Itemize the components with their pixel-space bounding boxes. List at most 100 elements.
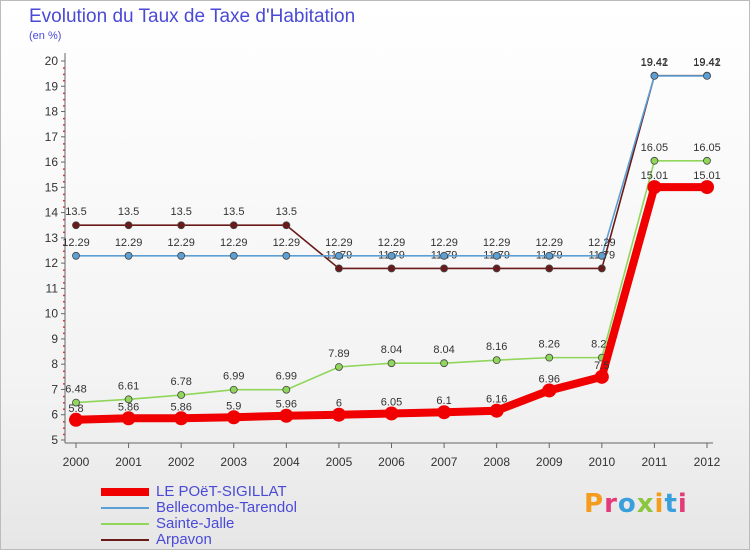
y-tick-label: 12 bbox=[45, 256, 59, 270]
y-minor-tick bbox=[63, 168, 65, 170]
legend-item: Bellecombe-Tarendol bbox=[101, 500, 297, 516]
y-minor-tick bbox=[63, 301, 65, 303]
data-point bbox=[335, 251, 343, 260]
legend-swatch bbox=[101, 488, 149, 496]
y-minor-tick bbox=[63, 326, 65, 328]
logo-letter: i bbox=[654, 489, 665, 519]
data-point bbox=[124, 395, 133, 404]
y-tick-label: 16 bbox=[45, 155, 59, 169]
data-point bbox=[124, 251, 133, 260]
x-tick-label: 2006 bbox=[378, 455, 405, 469]
y-minor-tick bbox=[63, 231, 65, 234]
data-label: 6.16 bbox=[486, 394, 507, 406]
data-label: 6.99 bbox=[223, 371, 244, 383]
data-point bbox=[72, 221, 80, 230]
x-tick-label: 2004 bbox=[273, 455, 300, 469]
data-point bbox=[387, 251, 396, 260]
data-label: 8.16 bbox=[486, 341, 507, 353]
y-minor-tick bbox=[63, 433, 65, 436]
legend-label: Bellecombe-Tarendol bbox=[156, 499, 297, 516]
data-label: 19.41 bbox=[693, 57, 721, 69]
data-point bbox=[174, 411, 189, 426]
y-minor-tick bbox=[63, 130, 65, 132]
data-label: 6.05 bbox=[381, 396, 402, 408]
legend-label: Sainte-Jalle bbox=[156, 515, 235, 532]
data-point bbox=[440, 251, 448, 260]
y-minor-tick bbox=[63, 117, 65, 120]
data-point bbox=[597, 264, 606, 273]
legend-swatch bbox=[101, 523, 149, 525]
y-minor-tick bbox=[63, 218, 65, 221]
data-label: 19.41 bbox=[641, 57, 669, 69]
data-label: 12.29 bbox=[588, 237, 616, 249]
data-point bbox=[492, 251, 501, 260]
data-point bbox=[282, 221, 291, 230]
logo-letter: x bbox=[636, 489, 655, 519]
data-point bbox=[226, 410, 241, 425]
data-label: 13.5 bbox=[118, 206, 139, 218]
data-label: 5.8 bbox=[68, 403, 83, 415]
data-point bbox=[229, 385, 238, 394]
data-label: 15.01 bbox=[641, 170, 669, 182]
data-point bbox=[387, 264, 396, 273]
y-minor-tick bbox=[63, 250, 65, 252]
data-point bbox=[282, 251, 291, 260]
data-label: 5.9 bbox=[226, 400, 241, 412]
legend-label: LE POëT-SIGILLAT bbox=[156, 483, 287, 500]
legend-label: Arpavon bbox=[156, 531, 212, 548]
x-tick-label: 2008 bbox=[483, 455, 510, 469]
data-point bbox=[545, 251, 554, 260]
data-point bbox=[440, 264, 448, 273]
y-tick-label: 15 bbox=[45, 180, 59, 194]
data-point bbox=[650, 156, 659, 165]
y-tick-label: 13 bbox=[45, 231, 59, 245]
legend-swatch bbox=[101, 539, 149, 541]
y-tick-label: 8 bbox=[51, 357, 58, 371]
x-tick-label: 2003 bbox=[220, 455, 247, 469]
data-point bbox=[229, 221, 238, 230]
logo-letter: P bbox=[584, 489, 605, 519]
data-point bbox=[124, 221, 133, 230]
y-minor-tick bbox=[63, 181, 65, 183]
x-tick-label: 2012 bbox=[694, 455, 721, 469]
data-label: 12.29 bbox=[167, 237, 195, 249]
data-point bbox=[437, 405, 452, 420]
data-point bbox=[72, 398, 80, 407]
data-point bbox=[177, 251, 186, 260]
data-point bbox=[440, 359, 448, 368]
data-point bbox=[69, 412, 83, 427]
data-label: 12.29 bbox=[325, 237, 353, 249]
data-point bbox=[331, 407, 346, 422]
y-tick-label: 5 bbox=[51, 433, 58, 447]
y-minor-tick bbox=[63, 193, 65, 196]
data-point bbox=[279, 408, 294, 423]
data-point bbox=[72, 251, 80, 260]
x-tick-label: 2005 bbox=[326, 455, 353, 469]
data-label: 13.5 bbox=[170, 206, 191, 218]
y-minor-tick bbox=[63, 319, 65, 322]
y-minor-tick bbox=[63, 345, 65, 347]
data-point bbox=[700, 180, 714, 195]
data-point bbox=[177, 221, 186, 230]
data-label: 12.29 bbox=[430, 237, 458, 249]
legend-item: LE POëT-SIGILLAT bbox=[101, 484, 297, 500]
data-point bbox=[282, 385, 291, 394]
data-label: 6.99 bbox=[276, 371, 297, 383]
data-label: 6.48 bbox=[65, 384, 86, 396]
data-label: 19.42 bbox=[693, 57, 721, 69]
y-tick-label: 11 bbox=[46, 281, 59, 295]
proxiti-logo: Proxiti bbox=[584, 489, 688, 519]
data-point bbox=[335, 264, 343, 273]
y-minor-tick bbox=[63, 307, 65, 309]
data-label: 13.5 bbox=[223, 206, 244, 218]
data-label: 12.29 bbox=[220, 237, 248, 249]
y-minor-tick bbox=[63, 282, 65, 284]
y-minor-tick bbox=[63, 427, 65, 429]
data-point bbox=[594, 369, 609, 384]
data-point bbox=[492, 264, 501, 273]
y-minor-tick bbox=[63, 256, 65, 259]
legend-item: Arpavon bbox=[101, 532, 297, 548]
data-label: 12.29 bbox=[273, 237, 301, 249]
data-label: 8.26 bbox=[539, 339, 560, 351]
